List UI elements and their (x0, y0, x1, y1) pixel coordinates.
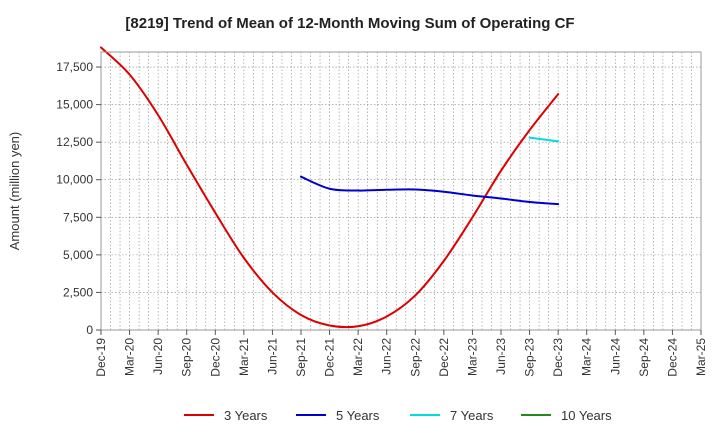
legend-label-5-years: 5 Years (336, 408, 380, 423)
legend: 3 Years 5 Years 7 Years 10 Years (184, 408, 612, 423)
x-tick-label: Mar-20 (123, 338, 137, 376)
x-tick-label: Mar-24 (580, 338, 594, 376)
x-tick-label: Sep-23 (523, 338, 537, 377)
x-tick-label: Mar-23 (465, 338, 479, 376)
x-tick-label: Jun-23 (494, 338, 508, 375)
y-tick-label: 5,000 (63, 248, 93, 262)
y-tick-label: 12,500 (56, 135, 93, 149)
y-axis-ticks: 0 2,500 5,000 7,500 10,000 12,500 15,000 17,500 (56, 60, 101, 337)
x-tick-label: Sep-20 (180, 338, 194, 377)
y-tick-label: 15,000 (56, 98, 93, 112)
y-tick-label: 7,500 (63, 210, 93, 224)
y-tick-label: 17,500 (56, 60, 93, 74)
series-line-7-years (528, 136, 560, 143)
x-tick-label: Dec-20 (208, 338, 222, 377)
legend-label-3-years: 3 Years (224, 408, 268, 423)
x-axis-ticks: Dec-19 Mar-20 Jun-20 Sep-20 Dec-20 Mar-21 Jun-… (94, 330, 708, 377)
series-line-3-years (100, 46, 560, 329)
x-tick-label: Sep-22 (408, 338, 422, 377)
x-tick-label: Dec-24 (665, 338, 679, 377)
legend-label-7-years: 7 Years (450, 408, 494, 423)
x-tick-label: Jun-21 (265, 338, 279, 375)
x-tick-label: Mar-22 (351, 338, 365, 376)
series-line-5-years (300, 175, 560, 206)
y-tick-label: 10,000 (56, 173, 93, 187)
grid (101, 52, 701, 330)
y-tick-label: 2,500 (63, 285, 93, 299)
x-tick-label: Dec-21 (323, 338, 337, 377)
x-tick-label: Dec-22 (437, 338, 451, 377)
x-tick-label: Jun-24 (608, 338, 622, 375)
x-tick-label: Dec-19 (94, 338, 108, 377)
y-axis-label: Amount (million yen) (7, 132, 22, 251)
legend-label-10-years: 10 Years (561, 408, 612, 423)
x-tick-label: Sep-21 (294, 338, 308, 377)
x-tick-label: Sep-24 (637, 338, 651, 377)
x-tick-label: Jun-22 (380, 338, 394, 375)
x-tick-label: Mar-25 (694, 338, 708, 376)
x-tick-label: Dec-23 (551, 338, 565, 377)
y-tick-label: 0 (86, 323, 93, 337)
x-tick-label: Mar-21 (237, 338, 251, 376)
plot-frame (100, 51, 702, 331)
chart-title: [8219] Trend of Mean of 12-Month Moving … (125, 15, 574, 32)
x-tick-label: Jun-20 (151, 338, 165, 375)
series-layer (100, 46, 560, 329)
